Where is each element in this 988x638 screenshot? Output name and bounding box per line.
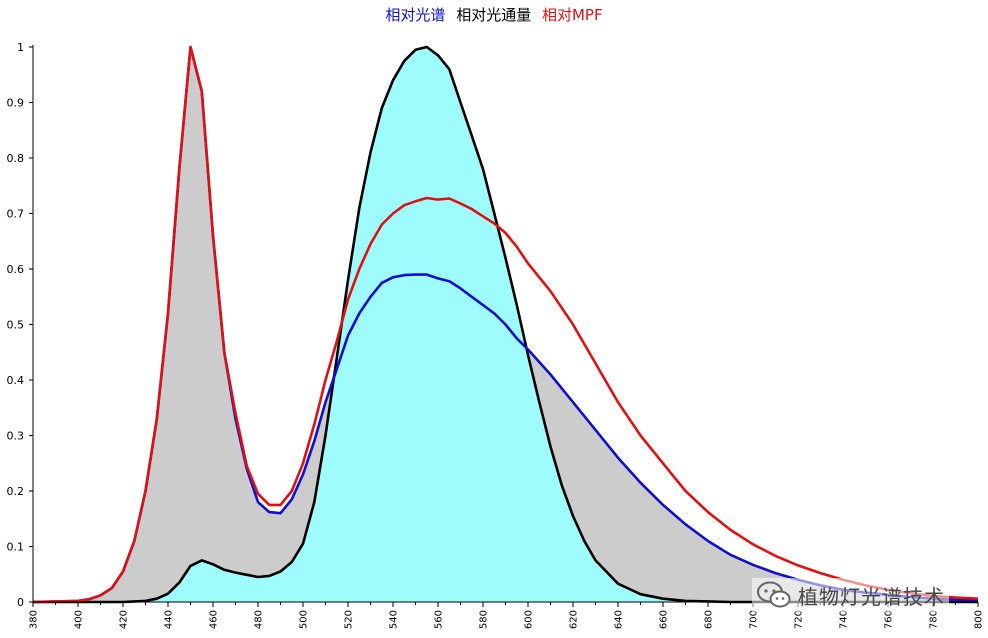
x-tick-label: 380 [29,610,40,629]
x-tick-label: 420 [119,610,130,629]
y-tick-label: 0.6 [7,263,25,276]
x-tick-label: 500 [299,610,310,629]
x-tick-label: 800 [974,610,985,629]
y-tick-label: 0.5 [7,319,25,332]
y-tick-label: 1 [17,41,24,54]
x-tick-label: 460 [209,610,220,629]
x-tick-label: 620 [569,610,580,629]
y-tick-label: 0 [17,596,24,609]
x-axis-ticks: 380 400 420 440 460 480 500 520 540 560 580 600 620 6… [29,602,985,629]
y-tick-label: 0.4 [7,374,25,387]
watermark-text: 植物灯光谱技术 [798,584,945,609]
x-tick-label: 760 [884,610,895,629]
chart-legend: 相对光谱 相对光通量 相对MPF [0,4,988,26]
series-lines [32,45,979,604]
y-tick-label: 0.2 [7,485,25,498]
legend-item-relative-mpf: 相对MPF [541,6,603,24]
y-tick-label: 0.1 [7,541,25,554]
y-tick-label: 0.7 [7,208,25,221]
x-tick-label: 700 [749,610,760,629]
x-tick-label: 640 [614,610,625,629]
relative-luminous-flux-line [33,45,978,604]
x-tick-label: 600 [524,610,535,629]
y-tick-label: 0.8 [7,152,25,165]
relative-mpf-line [32,45,979,604]
legend-item-relative-luminous-flux: 相对光通量 [456,6,532,24]
legend-item-relative-spectrum: 相对光谱 [385,6,446,24]
x-tick-label: 520 [344,610,355,629]
x-tick-label: 560 [434,610,445,629]
x-tick-label: 740 [839,610,850,629]
x-tick-label: 540 [389,610,400,629]
x-tick-label: 720 [794,610,805,629]
x-tick-label: 780 [929,610,940,629]
y-axis-ticks: 0 0.1 0.2 0.3 0.4 0.5 0.6 0.7 0.8 0.9 1 [7,41,33,609]
x-tick-label: 400 [74,610,85,629]
x-tick-label: 680 [704,610,715,629]
y-tick-label: 0.9 [7,97,25,110]
x-tick-label: 480 [254,610,265,629]
x-tick-label: 580 [479,610,490,629]
x-tick-label: 440 [164,610,175,629]
x-tick-label: 660 [659,610,670,629]
wechat-icon [757,581,791,608]
y-tick-label: 0.3 [7,430,25,443]
watermark: 植物灯光谱技术 [752,578,949,612]
